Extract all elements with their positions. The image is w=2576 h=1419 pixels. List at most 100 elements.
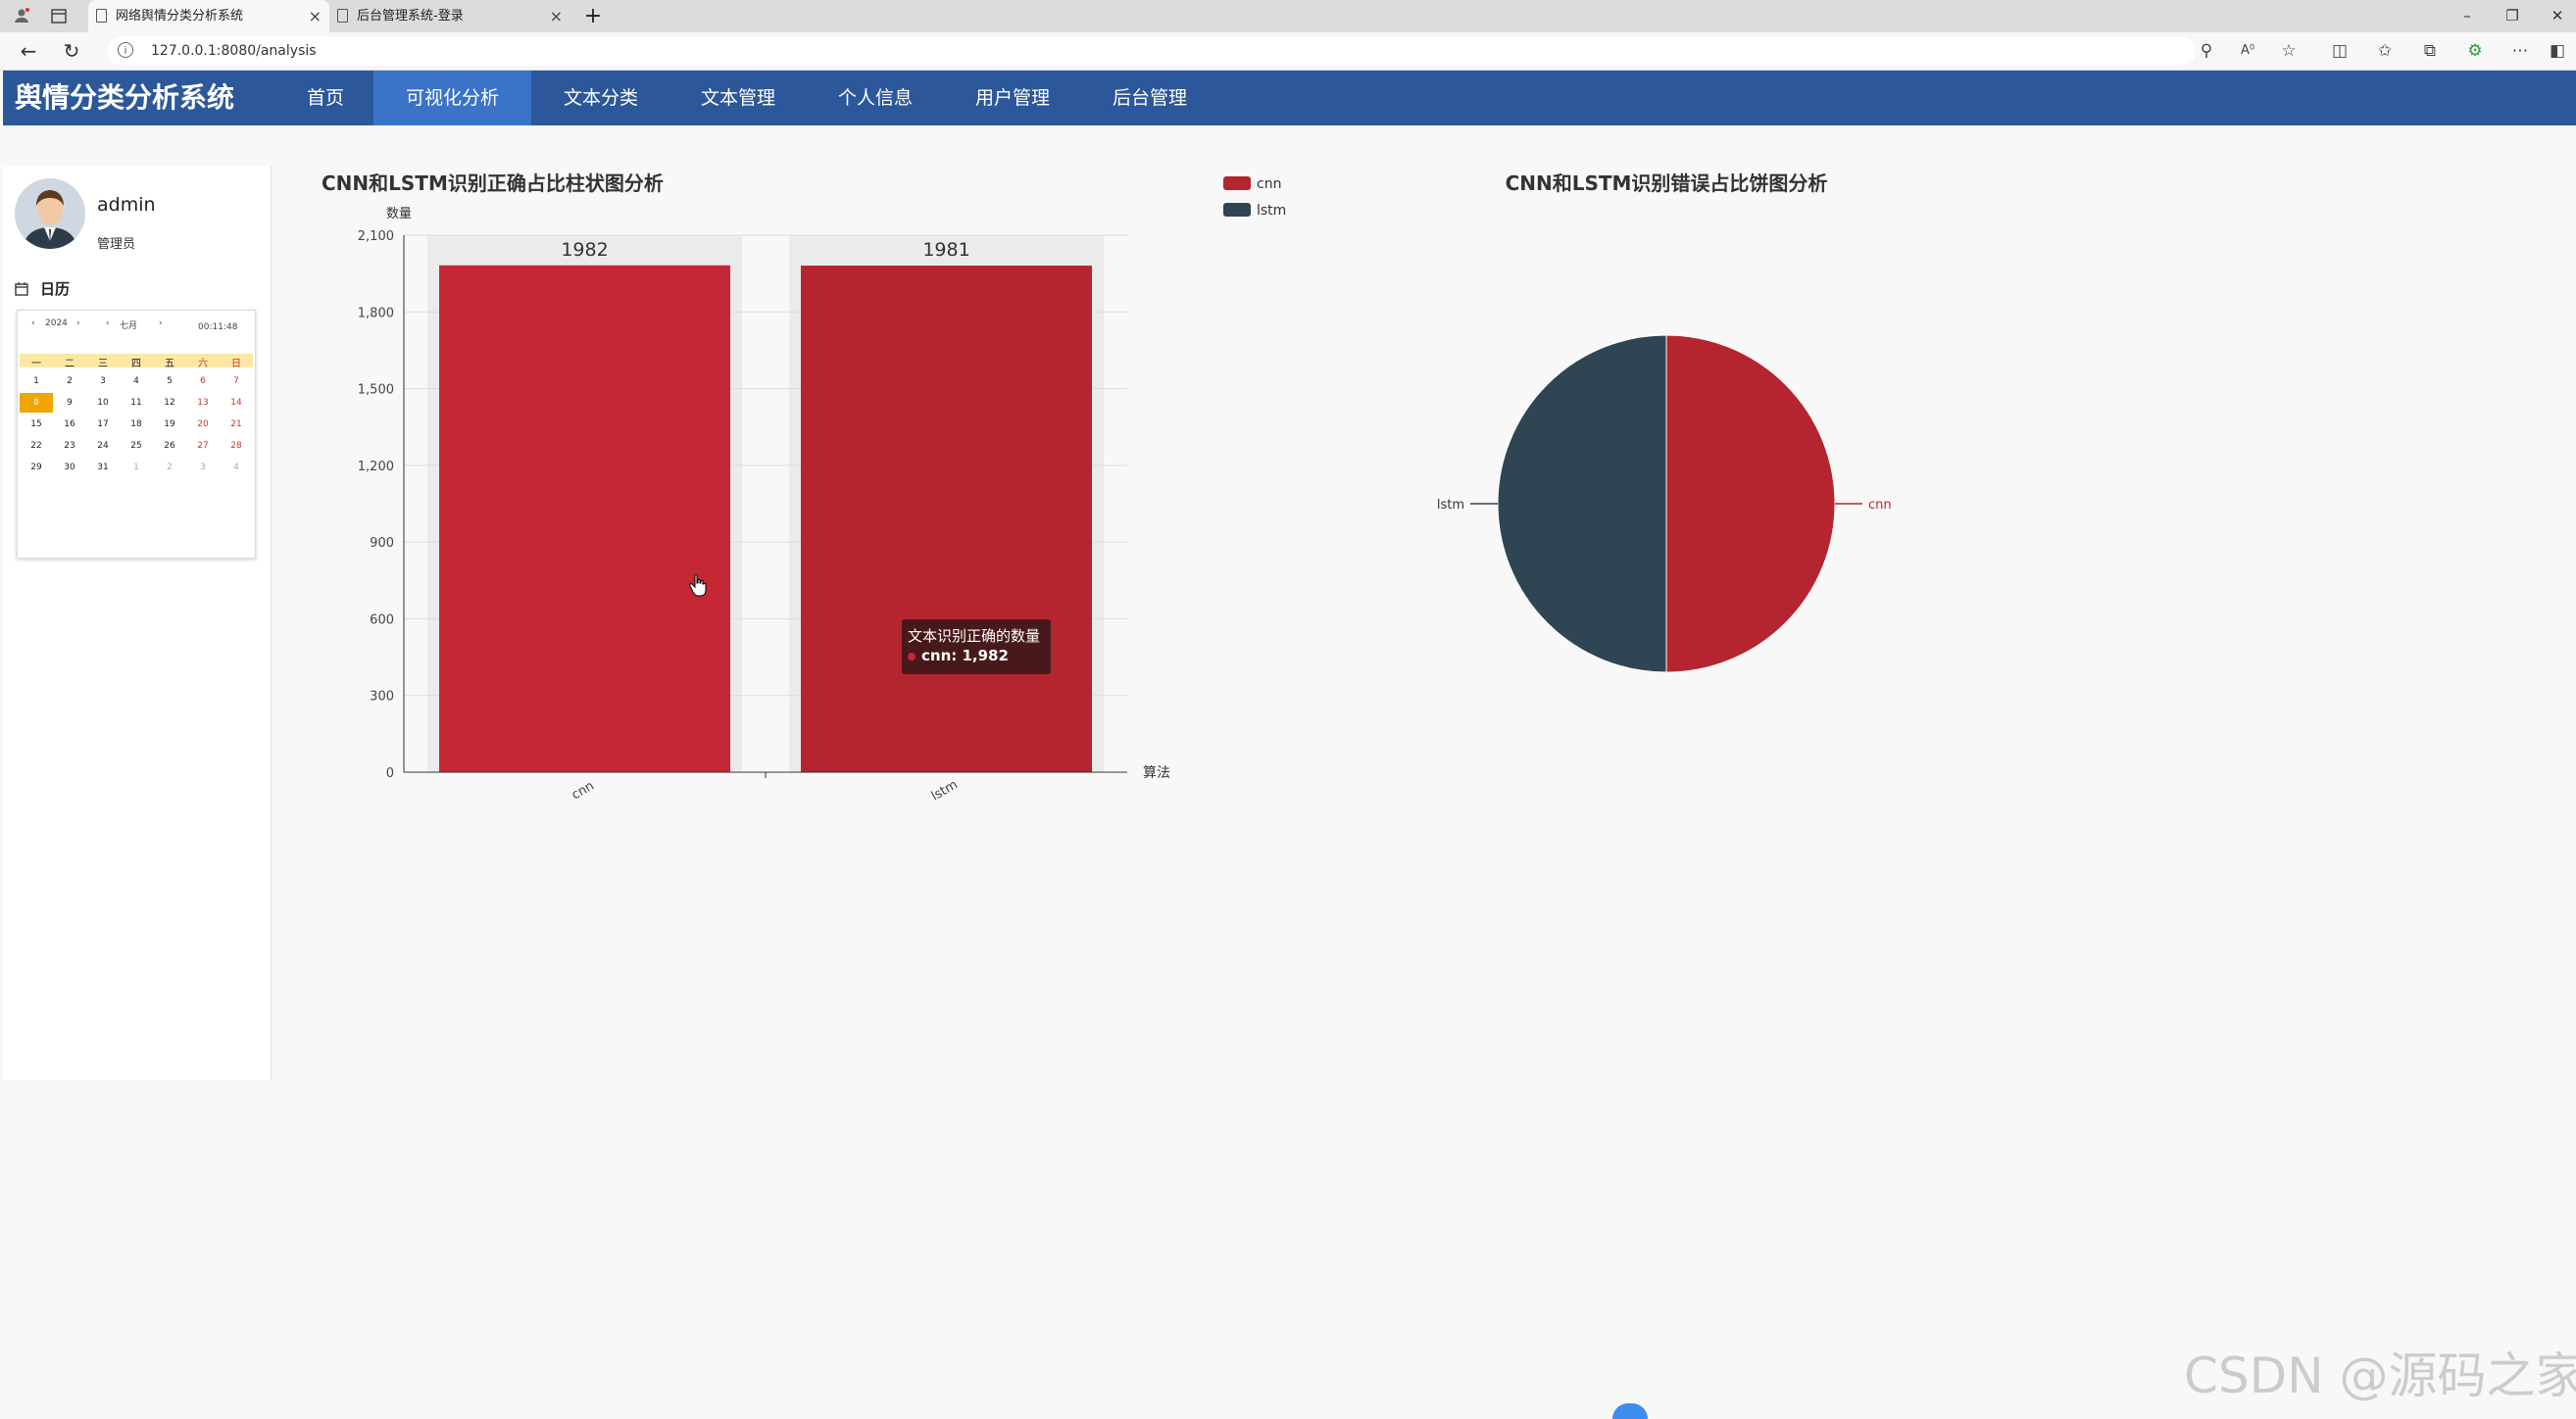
calendar-day[interactable]: 4 bbox=[133, 376, 139, 386]
sidebar: admin 管理员 日历 ‹ 2024 › ‹ 七月 › 00:11:48 一二… bbox=[3, 167, 272, 1080]
calendar-day[interactable]: 4 bbox=[233, 463, 239, 472]
close-window-button[interactable]: ✕ bbox=[2551, 7, 2564, 24]
nav-item-text-manage[interactable]: 文本管理 bbox=[700, 87, 775, 109]
pie-slice-lstm bbox=[1497, 334, 1667, 673]
nav-item-visual-analysis[interactable]: 可视化分析 bbox=[373, 71, 531, 125]
site-info-icon[interactable]: i bbox=[118, 42, 133, 58]
legend-swatch bbox=[1223, 203, 1251, 217]
reload-icon[interactable]: ↻ bbox=[63, 39, 80, 63]
calendar-day[interactable]: 19 bbox=[164, 419, 175, 429]
calendar-day[interactable]: 10 bbox=[97, 398, 109, 408]
y-tick-label: 600 bbox=[370, 612, 394, 627]
calendar-day[interactable]: 16 bbox=[64, 419, 75, 429]
calendar-day[interactable]: 24 bbox=[97, 441, 109, 451]
calendar-day[interactable]: 14 bbox=[230, 398, 242, 408]
month-prev-button[interactable]: ‹ bbox=[106, 318, 110, 328]
extensions-icon[interactable]: ⚙ bbox=[2467, 41, 2483, 61]
nav-item-admin[interactable]: 后台管理 bbox=[1112, 87, 1187, 109]
minimize-button[interactable]: – bbox=[2463, 7, 2471, 24]
calendar-day[interactable]: 21 bbox=[230, 419, 242, 429]
read-aloud-icon[interactable]: A⁰ bbox=[2240, 43, 2255, 58]
calendar-month[interactable]: 七月 bbox=[120, 321, 138, 331]
nav-item-profile[interactable]: 个人信息 bbox=[837, 87, 913, 109]
calendar-day[interactable]: 31 bbox=[97, 463, 109, 472]
calendar-day[interactable]: 29 bbox=[30, 463, 42, 472]
back-icon[interactable]: ← bbox=[20, 39, 37, 63]
calendar-time: 00:11:48 bbox=[198, 322, 238, 332]
calendar-day[interactable]: 25 bbox=[130, 441, 142, 451]
scroll-indicator[interactable] bbox=[1612, 1403, 1648, 1419]
url-field[interactable]: i 127.0.0.1:8080/analysis bbox=[108, 36, 2196, 66]
calendar-day[interactable]: 23 bbox=[64, 441, 75, 451]
calendar-day[interactable]: 13 bbox=[197, 398, 209, 408]
y-tick-label: 0 bbox=[386, 766, 394, 781]
month-next-button[interactable]: › bbox=[159, 318, 163, 328]
tab-active[interactable]: 网络舆情分类分析系统 × bbox=[88, 0, 329, 32]
pie-slice-cnn bbox=[1665, 334, 1836, 673]
calendar-day[interactable]: 7 bbox=[233, 376, 239, 386]
tab-close-icon[interactable]: × bbox=[308, 7, 322, 25]
tab-actions-icon[interactable] bbox=[51, 9, 67, 24]
collections-icon[interactable]: ⧉ bbox=[2423, 41, 2437, 61]
calendar-day[interactable]: 3 bbox=[100, 376, 106, 386]
year-prev-button[interactable]: ‹ bbox=[31, 318, 35, 328]
year-next-button[interactable]: › bbox=[76, 318, 80, 328]
calendar-icon bbox=[15, 282, 28, 296]
calendar-day[interactable]: 17 bbox=[97, 419, 109, 429]
new-tab-button[interactable]: + bbox=[583, 4, 603, 28]
calendar-day[interactable]: 11 bbox=[130, 398, 142, 408]
page-icon bbox=[337, 9, 348, 23]
page-icon bbox=[96, 9, 107, 23]
calendar-day[interactable]: 27 bbox=[197, 441, 209, 451]
calendar-day[interactable]: 1 bbox=[33, 376, 39, 386]
avatar[interactable] bbox=[15, 178, 85, 249]
calendar-day[interactable]: 22 bbox=[30, 441, 42, 451]
calendar-day[interactable]: 3 bbox=[200, 463, 206, 472]
data-label: 1981 bbox=[922, 239, 969, 261]
tab-inactive[interactable]: 后台管理系统-登录 × bbox=[329, 0, 570, 32]
brand-title: 舆情分类分析系统 bbox=[15, 81, 235, 114]
zoom-icon[interactable]: ⚲ bbox=[2200, 41, 2213, 61]
split-screen-icon[interactable]: ◫ bbox=[2331, 41, 2349, 61]
calendar-year[interactable]: 2024 bbox=[45, 318, 68, 328]
calendar-day[interactable]: 1 bbox=[133, 463, 139, 472]
calendar-day[interactable]: 6 bbox=[200, 376, 206, 386]
calendar-day[interactable]: 20 bbox=[197, 419, 209, 429]
nav-item-home[interactable]: 首页 bbox=[306, 87, 344, 109]
app-nav-bar: 舆情分类分析系统 首页 可视化分析 文本分类 文本管理 个人信息 用户管理 后台… bbox=[3, 71, 2576, 125]
weekday-header: 一二三四五六日 bbox=[20, 354, 253, 369]
weekday-label: 二 bbox=[65, 359, 74, 369]
calendar-day[interactable]: 5 bbox=[167, 376, 173, 386]
calendar-day[interactable]: 30 bbox=[64, 463, 75, 472]
calendar-day[interactable]: 26 bbox=[164, 441, 175, 451]
restore-button[interactable]: ❐ bbox=[2505, 7, 2519, 24]
pie-label: lstm bbox=[1437, 498, 1464, 513]
x-tick-label: cnn bbox=[570, 779, 597, 804]
favorites-icon[interactable]: ✩ bbox=[2377, 41, 2393, 61]
bar-cnn bbox=[439, 265, 730, 773]
chart-title: CNN和LSTM识别错误占比饼图分析 bbox=[1506, 171, 1828, 195]
calendar-day[interactable]: 15 bbox=[30, 419, 42, 429]
more-icon[interactable]: ⋯ bbox=[2511, 41, 2529, 61]
calendar-day[interactable]: 2 bbox=[167, 463, 173, 472]
calendar-day[interactable]: 28 bbox=[230, 441, 242, 451]
calendar-day[interactable]: 12 bbox=[164, 398, 175, 408]
sidebar-icon[interactable]: ◧ bbox=[2549, 41, 2566, 61]
nav-item-text-classify[interactable]: 文本分类 bbox=[563, 87, 638, 109]
hand-cursor-icon bbox=[689, 573, 707, 597]
tab-close-icon[interactable]: × bbox=[549, 7, 563, 25]
calendar-day-today[interactable]: 8 bbox=[20, 393, 53, 413]
user-name: admin bbox=[97, 194, 156, 216]
y-tick-label: 1,800 bbox=[358, 306, 394, 320]
weekday-label: 日 bbox=[231, 359, 241, 369]
profile-icon[interactable] bbox=[14, 8, 29, 24]
weekday-label: 一 bbox=[31, 359, 41, 369]
favorite-icon[interactable]: ☆ bbox=[2281, 41, 2297, 61]
browser-tab-bar: 网络舆情分类分析系统 × 后台管理系统-登录 × + – ❐ ✕ bbox=[0, 0, 2576, 32]
nav-item-user-manage[interactable]: 用户管理 bbox=[974, 87, 1050, 109]
calendar-day[interactable]: 18 bbox=[130, 419, 142, 429]
calendar-day[interactable]: 2 bbox=[67, 376, 73, 386]
calendar-day[interactable]: 9 bbox=[67, 398, 73, 408]
